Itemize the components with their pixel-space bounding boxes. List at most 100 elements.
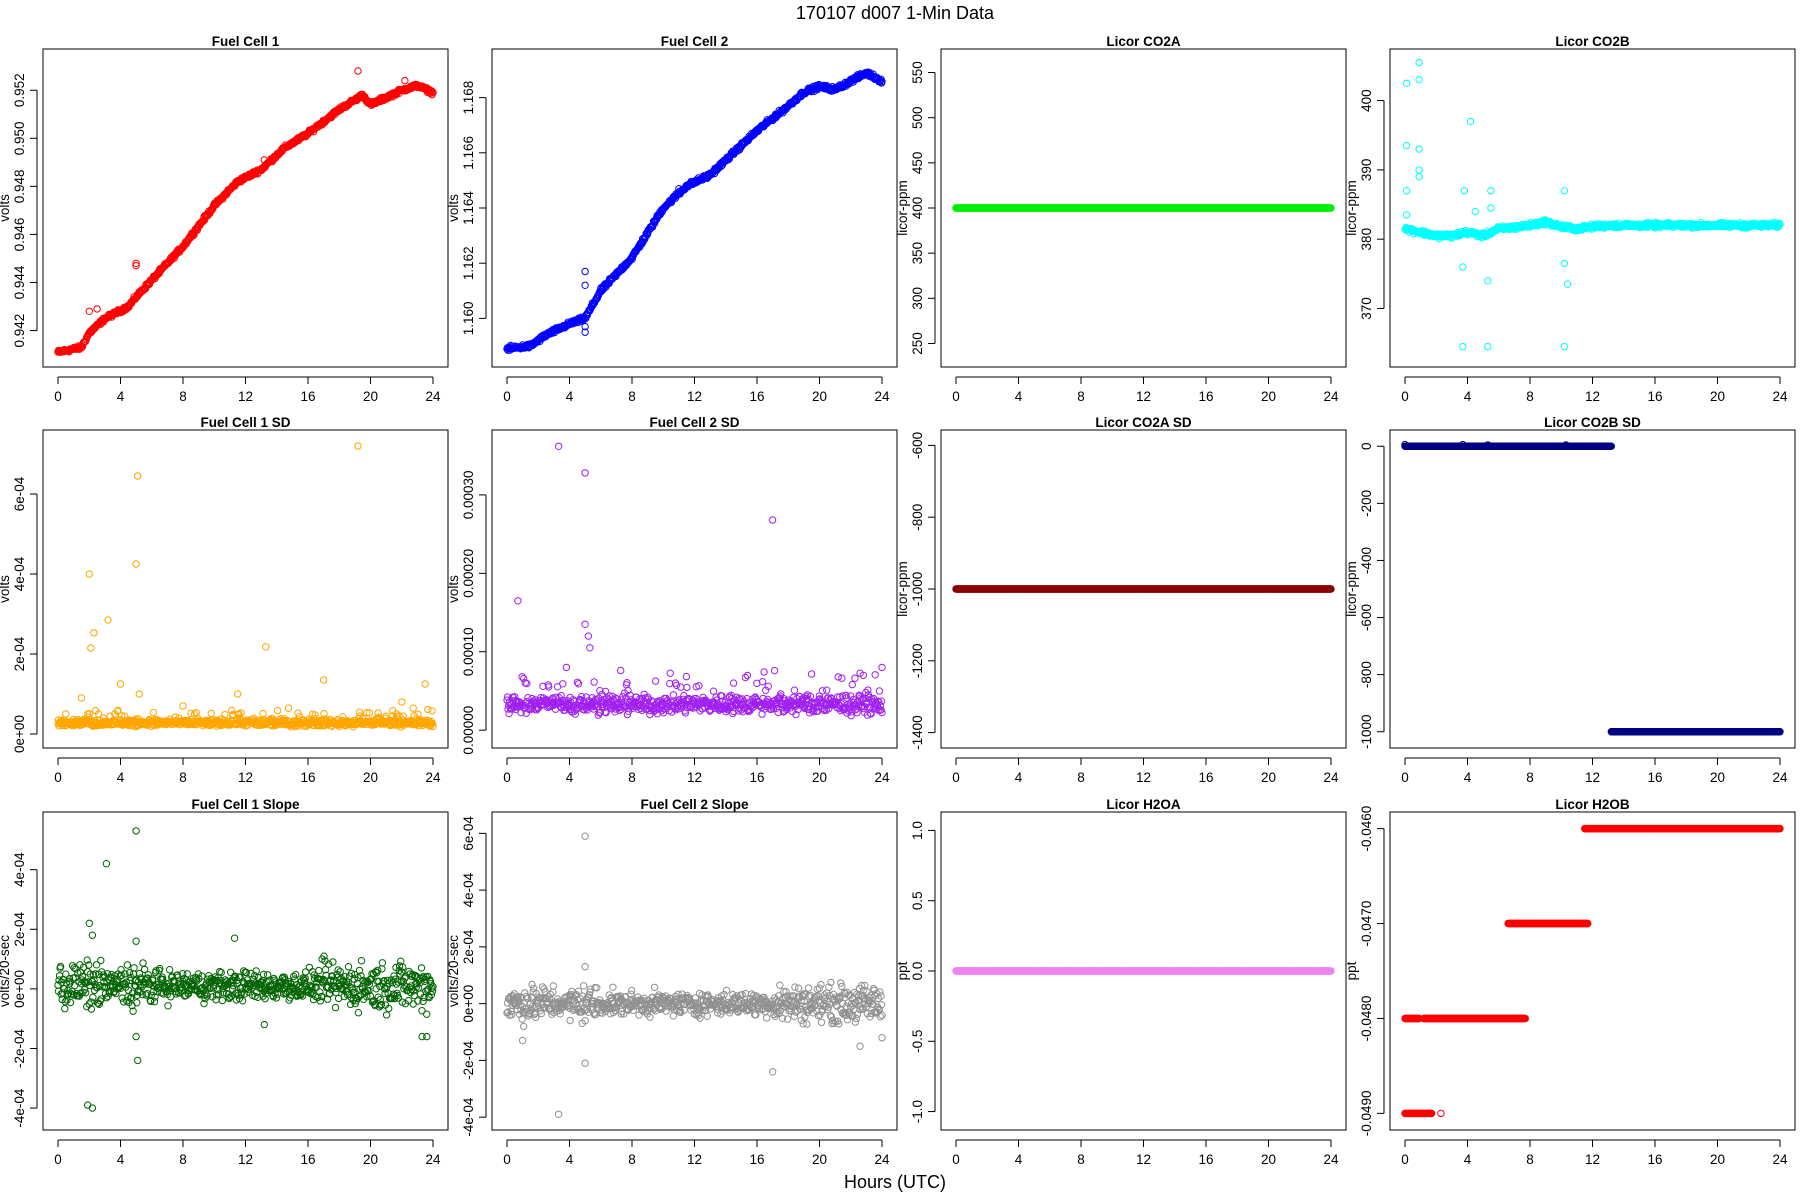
data-points (1401, 58, 1784, 351)
data-point (562, 663, 571, 672)
y-tick-label: 500 (910, 106, 925, 129)
y-axis: -1400-1200-1000-800-600 (910, 432, 936, 750)
panel-title: Fuel Cell 1 (212, 34, 280, 49)
data-point (842, 694, 851, 702)
y-tick-label: 1.166 (461, 136, 476, 170)
data-point (876, 701, 885, 710)
data-point (642, 232, 650, 241)
data-point (605, 692, 613, 700)
data-point (533, 706, 541, 714)
y-tick-label: 0.944 (12, 265, 27, 299)
figure-title: 170107 d007 1-Min Data (796, 3, 995, 23)
panel-1: Fuel Cell 10 4 8 12 16 20 240.9420.9440.9460.9… (0, 34, 449, 404)
data-point (514, 597, 522, 605)
x-tick-label: 0 (1401, 389, 1409, 404)
data-points (503, 68, 886, 354)
x-tick-label: 20 (363, 770, 378, 785)
data-points (54, 67, 437, 356)
data-point (179, 702, 187, 710)
plot-frame (940, 48, 1347, 368)
data-point (85, 307, 94, 315)
data-point (713, 696, 721, 704)
y-tick-label: 0.00010 (461, 627, 476, 676)
data-point (228, 706, 236, 715)
data-point (806, 692, 815, 701)
y-tick-label: 400 (1359, 89, 1374, 112)
data-point (1415, 173, 1423, 181)
data-point (760, 668, 768, 676)
data-point (421, 680, 429, 688)
data-point (545, 683, 553, 691)
data-point (1487, 187, 1495, 195)
data-point (601, 687, 610, 696)
x-tick-label: 8 (179, 389, 187, 404)
data-point (1402, 211, 1411, 219)
data-point (311, 711, 319, 719)
data-point (834, 673, 842, 681)
data-point (877, 697, 886, 705)
x-tick-label: 4 (1015, 389, 1023, 404)
data-point (875, 687, 884, 695)
x-tick-label: 12 (687, 389, 702, 404)
data-point (1460, 187, 1469, 195)
data-point (1560, 342, 1569, 351)
data-point (273, 706, 282, 715)
x-tick-label: 24 (874, 389, 890, 404)
y-axis-label: volts (446, 194, 461, 222)
x-axis-label: Hours (UTC) (844, 1172, 946, 1192)
data-point (503, 693, 512, 701)
data-point (638, 706, 646, 714)
y-tick-label: 0.00000 (461, 706, 476, 755)
data-point (834, 693, 842, 701)
x-tick-label: 0 (952, 770, 960, 785)
y-tick-label: 250 (910, 332, 925, 355)
x-axis: 0 4 8 12 16 20 24 (952, 757, 1339, 785)
y-tick-label: 0.00020 (461, 549, 476, 598)
data-point (871, 671, 879, 679)
data-point (401, 76, 409, 85)
panel-title: Fuel Cell 1 SD (200, 415, 290, 430)
data-point (574, 680, 583, 688)
y-tick-label: 0.948 (12, 169, 27, 203)
y-tick-label: 1.160 (461, 301, 476, 335)
data-point (807, 670, 816, 678)
data-point (741, 673, 750, 682)
x-tick-label: 12 (238, 770, 253, 785)
data-point (363, 709, 371, 717)
data-point (675, 185, 683, 193)
data-point (1459, 263, 1467, 271)
y-tick-label: 450 (910, 152, 925, 175)
x-axis: 0 4 8 12 16 20 24 (952, 376, 1339, 404)
x-tick-label: 24 (425, 770, 441, 785)
data-point (825, 704, 833, 713)
data-point (149, 708, 158, 717)
data-point (695, 682, 703, 690)
data-point (132, 262, 140, 270)
y-tick-label: 1.164 (461, 191, 476, 225)
x-tick-label: 12 (238, 389, 253, 404)
data-point (862, 688, 870, 697)
data-point (132, 560, 140, 568)
y-tick-label: 4e-04 (12, 556, 27, 591)
x-tick-label: 0 (952, 389, 960, 404)
y-tick-label: 0e+00 (12, 715, 27, 753)
y-tick-label: -1400 (910, 715, 925, 750)
data-point (1402, 141, 1411, 150)
data-point (557, 691, 565, 700)
x-tick-label: 12 (1136, 770, 1151, 785)
data-point (848, 680, 856, 689)
data-point (1415, 76, 1423, 84)
plot-frame (940, 429, 1347, 749)
x-tick-label: 8 (1526, 389, 1534, 404)
y-axis-label: licor-ppm (1344, 180, 1359, 236)
data-point (398, 698, 406, 706)
x-tick-label: 16 (1198, 770, 1213, 785)
data-point (1471, 207, 1480, 216)
data-point (429, 89, 437, 97)
data-point (1415, 166, 1423, 174)
data-point (171, 713, 180, 721)
data-point (586, 644, 594, 652)
x-tick-label: 20 (812, 770, 827, 785)
